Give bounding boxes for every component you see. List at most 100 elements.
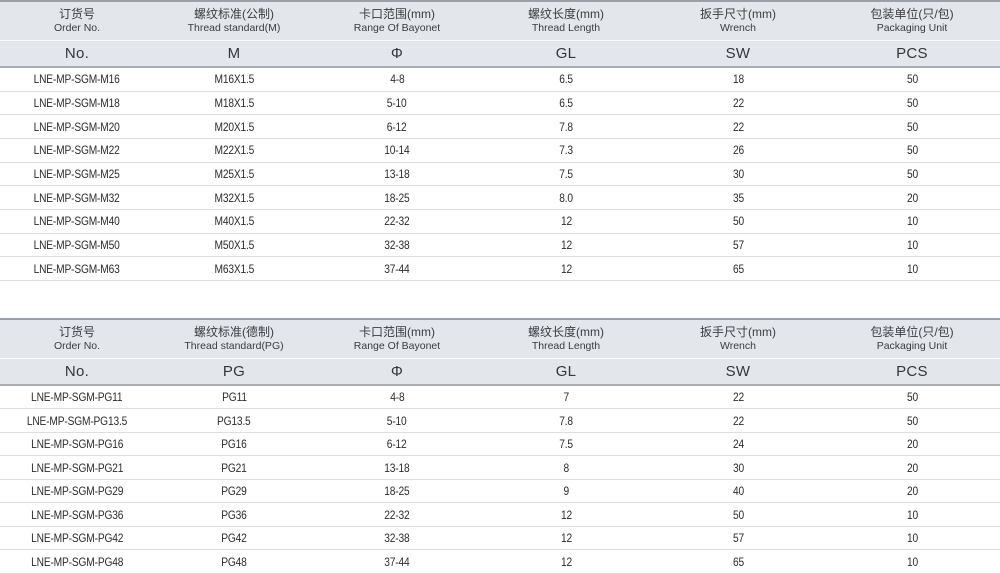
header-code-cell-metric-col3: GL <box>480 46 652 61</box>
cell: 7.8 <box>480 412 652 430</box>
cell: 50 <box>652 506 824 524</box>
cell-value: 50 <box>906 166 918 181</box>
cell: 10-14 <box>314 141 480 159</box>
cell: PG29 <box>154 482 314 500</box>
cell-value: 35 <box>732 190 744 205</box>
cell: LNE-MP-SGM-PG21 <box>0 459 154 477</box>
header-cell-metric-col1: 螺纹标准(公制) Thread standard(M) <box>154 7 314 35</box>
cell-value: M63X1.5 <box>214 261 254 276</box>
cell-value: 20 <box>906 437 918 452</box>
header-label-en: Range Of Bayonet <box>353 22 441 34</box>
cell-value: PG11 <box>221 390 247 405</box>
cell: M22X1.5 <box>154 141 314 159</box>
cell-value: 26 <box>732 143 744 158</box>
cell-value: 7.8 <box>559 413 573 428</box>
cell-value: LNE-MP-SGM-M22 <box>33 143 121 158</box>
header-label-zh: 订货号 <box>58 324 95 339</box>
cell-value: 22 <box>732 95 744 110</box>
cell-value: LNE-MP-SGM-PG21 <box>30 460 124 475</box>
cell: LNE-MP-SGM-PG29 <box>0 482 154 500</box>
cell-value: PG13.5 <box>217 413 251 428</box>
cell-value: LNE-MP-SGM-PG42 <box>30 531 124 546</box>
cell-value: LNE-MP-SGM-PG36 <box>30 507 124 522</box>
header-code-cell-metric-col5: PCS <box>824 46 1000 61</box>
cell: LNE-MP-SGM-M32 <box>0 189 154 207</box>
header-cell-metric-col2: 卡口范围(mm) Range Of Bayonet <box>314 7 480 35</box>
cell: 26 <box>652 141 824 159</box>
cell: 35 <box>652 189 824 207</box>
cell-value: 5-10 <box>387 413 407 428</box>
cell-value: 10 <box>906 214 918 229</box>
cell: 22 <box>652 94 824 112</box>
cell: 13-18 <box>314 459 480 477</box>
cell-value: 6-12 <box>387 437 407 452</box>
cell: 65 <box>652 260 824 278</box>
cell-value: M50X1.5 <box>214 237 254 252</box>
header-label-zh: 卡口范围(mm) <box>359 324 435 339</box>
cell: PG11 <box>154 388 314 406</box>
header-cell-pg-col3: 螺纹长度(mm) Thread Length <box>480 325 652 353</box>
header-label-en: Wrench <box>720 22 756 34</box>
cell-value: 7.5 <box>559 437 573 452</box>
cell: 40 <box>652 482 824 500</box>
cell: LNE-MP-SGM-PG48 <box>0 553 154 571</box>
cell-value: 57 <box>732 531 744 546</box>
header-code-label: PCS <box>896 45 928 62</box>
cell-value: LNE-MP-SGM-PG16 <box>30 437 124 452</box>
cell-value: 12 <box>560 261 572 276</box>
cell-value: 12 <box>560 531 572 546</box>
header-code-label: GL <box>555 362 577 380</box>
cell-value: 18-25 <box>384 190 410 205</box>
cell-value: LNE-MP-SGM-PG48 <box>30 554 124 569</box>
header-cell-pg-col5: 包装单位(只/包) Packaging Unit <box>824 325 1000 353</box>
cell: LNE-MP-SGM-M22 <box>0 141 154 159</box>
metric-table-header: 订货号 Order No. 螺纹标准(公制) Thread standard(M) 卡口… <box>0 0 1000 68</box>
cell: PG21 <box>154 459 314 477</box>
cell-value: LNE-MP-SGM-PG29 <box>30 484 124 499</box>
header-code-label: No. <box>64 362 90 380</box>
cell-value: M18X1.5 <box>214 95 254 110</box>
cell: PG13.5 <box>154 412 314 430</box>
cell: M63X1.5 <box>154 260 314 278</box>
cell-value: 50 <box>906 95 918 110</box>
cell: M40X1.5 <box>154 212 314 230</box>
cell: 10 <box>824 529 1000 547</box>
header-label-en: Packaging Unit <box>876 339 948 352</box>
cell: PG42 <box>154 529 314 547</box>
cell: 10 <box>824 212 1000 230</box>
cell-value: 18 <box>732 72 744 87</box>
cell-value: 20 <box>906 484 918 499</box>
cell: 6-12 <box>314 118 480 136</box>
header-code-cell-pg-col0: No. <box>0 364 154 379</box>
cell-value: 32-38 <box>384 531 410 546</box>
cell: 10 <box>824 260 1000 278</box>
cell-value: LNE-MP-SGM-M63 <box>33 261 121 276</box>
cell-value: 20 <box>906 460 918 475</box>
cell-value: 4-8 <box>389 72 405 87</box>
header-cell-pg-col0: 订货号 Order No. <box>0 325 154 353</box>
cell-value: 50 <box>906 143 918 158</box>
cell-value: 12 <box>560 214 572 229</box>
header-label-en: Order No. <box>53 22 101 34</box>
table-row: LNE-MP-SGM-M50 M50X1.5 32-38 12 57 10 <box>0 233 1000 258</box>
cell: LNE-MP-SGM-M18 <box>0 94 154 112</box>
cell-value: 50 <box>906 413 918 428</box>
cell-value: 10 <box>906 554 918 569</box>
cell-value: 65 <box>732 261 744 276</box>
header-code-cell-metric-col1: M <box>154 46 314 61</box>
cell: PG48 <box>154 553 314 571</box>
cell-value: M40X1.5 <box>214 214 254 229</box>
header-label-zh: 螺纹长度(mm) <box>528 324 604 339</box>
cell-value: 12 <box>560 507 572 522</box>
cell: 12 <box>480 260 652 278</box>
cell: 8 <box>480 459 652 477</box>
metric-thread-table: 订货号 Order No. 螺纹标准(公制) Thread standard(M) 卡口… <box>0 0 1000 281</box>
cell-value: 22-32 <box>384 214 410 229</box>
cell: 32-38 <box>314 529 480 547</box>
header-code-label: SW <box>725 362 751 380</box>
cell-value: PG16 <box>221 437 247 452</box>
header-label-zh: 扳手尺寸(mm) <box>700 324 776 339</box>
cell: 50 <box>824 412 1000 430</box>
header-cell-pg-col2: 卡口范围(mm) Range Of Bayonet <box>314 325 480 353</box>
cell-value: 50 <box>732 507 744 522</box>
